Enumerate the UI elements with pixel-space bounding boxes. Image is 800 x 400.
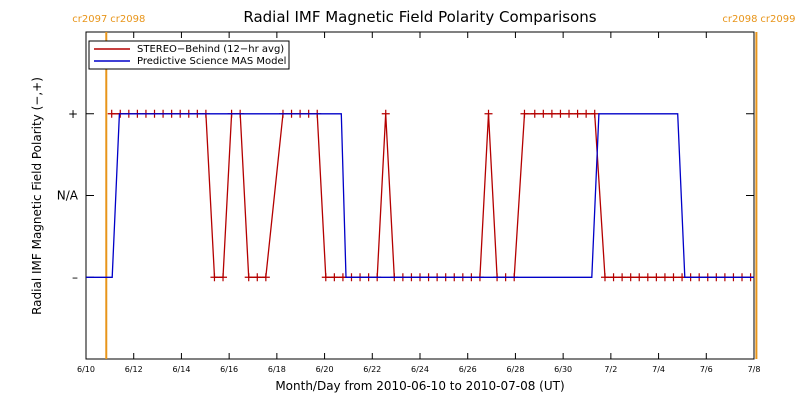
x-tick-label: 6/12 (125, 365, 143, 374)
x-axis-label: Month/Day from 2010-06-10 to 2010-07-08 … (275, 379, 564, 393)
data-point-stereo (652, 273, 661, 282)
carrington-label: cr2099 (760, 14, 795, 25)
data-point-stereo (590, 109, 599, 118)
x-tick-label: 6/30 (554, 365, 572, 374)
y-tick-label: – (72, 270, 78, 284)
data-point-stereo (244, 273, 253, 282)
data-point-stereo (626, 273, 635, 282)
data-point-stereo (210, 273, 219, 282)
series-line-stereo (111, 113, 751, 278)
x-tick-label: 6/20 (316, 365, 334, 374)
x-tick-label: 6/22 (363, 365, 381, 374)
data-point-stereo (539, 109, 548, 118)
x-tick-label: 7/8 (748, 365, 761, 374)
carrington-label: cr2097 (72, 14, 107, 25)
legend: STEREO−Behind (12−hr avg) Predictive Sci… (88, 40, 290, 70)
x-tick-label: 6/18 (268, 365, 286, 374)
x-tick-label: 7/4 (652, 365, 665, 374)
x-axis: 6/10 6/12 6/14 6/16 6/18 6/20 6/22 6/24 6/26 6/28… (77, 32, 760, 374)
legend-label-mas: Predictive Science MAS Model (137, 56, 286, 67)
x-tick-label: 6/10 (77, 365, 95, 374)
x-tick-label: 6/16 (220, 365, 238, 374)
data-point-stereo (381, 109, 390, 118)
data-point-stereo (484, 109, 493, 118)
data-point-stereo (565, 109, 574, 118)
x-tick-label: 7/6 (700, 365, 713, 374)
legend-label-stereo: STEREO−Behind (12−hr avg) (137, 44, 284, 55)
x-tick-label: 6/14 (172, 365, 190, 374)
data-point-stereo (556, 109, 565, 118)
carrington-label: cr2098 (722, 14, 757, 25)
data-point-stereo (669, 273, 678, 282)
series-layer (86, 109, 755, 282)
data-point-stereo (635, 273, 644, 282)
data-point-stereo (321, 273, 330, 282)
data-point-stereo (573, 109, 582, 118)
y-tick-label: N/A (57, 189, 79, 203)
data-point-stereo (660, 273, 669, 282)
data-point-stereo (582, 109, 591, 118)
data-point-stereo (219, 273, 228, 282)
x-tick-label: 7/2 (604, 365, 617, 374)
y-axis: + N/A – (57, 107, 754, 284)
x-tick-label: 6/28 (506, 365, 524, 374)
y-axis-label: Radial IMF Magnetic Field Polarity (−,+) (30, 77, 44, 315)
chart-title: Radial IMF Magnetic Field Polarity Compa… (243, 8, 596, 26)
data-point-stereo (547, 109, 556, 118)
data-point-stereo (107, 109, 116, 118)
data-point-stereo (330, 273, 339, 282)
y-tick-label: + (68, 107, 78, 121)
data-point-stereo (530, 109, 539, 118)
data-point-stereo (253, 273, 262, 282)
plot-frame (85, 31, 755, 360)
data-point-stereo (618, 273, 627, 282)
data-point-stereo (600, 273, 609, 282)
carrington-markers: cr2097 cr2098 cr2098 cr2099 (72, 14, 795, 359)
legend-box (88, 40, 290, 70)
data-point-stereo (520, 109, 529, 118)
data-point-stereo (609, 273, 618, 282)
x-tick-label: 6/24 (411, 365, 429, 374)
data-point-stereo (643, 273, 652, 282)
data-point-stereo (261, 273, 270, 282)
x-tick-label: 6/26 (459, 365, 477, 374)
series-line-mas (86, 113, 754, 278)
carrington-label: cr2098 (110, 14, 145, 25)
